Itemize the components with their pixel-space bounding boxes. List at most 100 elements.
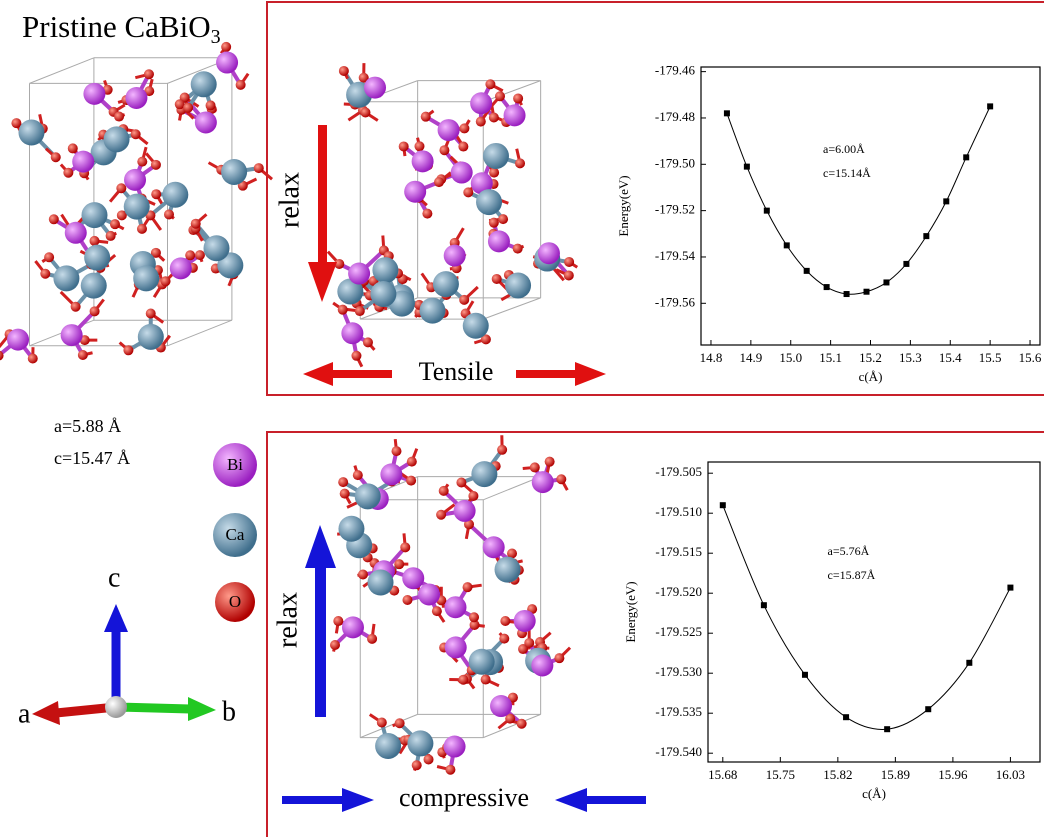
atom-o <box>431 606 442 617</box>
atom-bi <box>348 262 371 285</box>
atom-o <box>468 490 479 501</box>
atom-ca <box>462 312 489 339</box>
curve <box>722 505 1011 730</box>
strain-arrow <box>584 796 646 804</box>
cell-edge <box>483 476 541 501</box>
crystal-structures <box>0 41 579 775</box>
atom-o <box>507 548 518 559</box>
atom-bi <box>531 471 554 494</box>
x-tick-label: 15.5 <box>979 350 1002 365</box>
atom-o <box>544 456 555 467</box>
atom-o <box>414 141 425 152</box>
atom-o <box>398 141 409 152</box>
data-point <box>925 706 932 713</box>
atom-o <box>433 177 444 188</box>
legend-label: O <box>229 592 241 611</box>
atom-o <box>438 485 449 496</box>
atom-o <box>337 304 348 315</box>
data-point <box>823 284 830 291</box>
atom-bi <box>169 257 192 280</box>
atom-o <box>116 210 127 221</box>
atom-ca <box>367 569 394 596</box>
atom-o <box>334 258 345 269</box>
atom-ca <box>419 297 446 324</box>
atom-o <box>411 760 422 771</box>
atom-o <box>70 301 81 312</box>
atom-o <box>109 219 120 230</box>
atom-ca <box>81 202 108 229</box>
atom-o <box>439 145 450 156</box>
atom-o <box>144 86 155 97</box>
atom-ca <box>84 244 111 271</box>
cell-edge <box>483 297 541 320</box>
atom-o <box>556 474 567 485</box>
triad-arrowhead <box>188 697 216 721</box>
atom-bi <box>72 150 95 173</box>
y-tick-label: -179.48 <box>655 109 695 124</box>
atom-o <box>205 100 216 111</box>
atom-o <box>330 639 341 650</box>
atom-o <box>137 156 148 167</box>
annotation: c=15.87Å <box>828 568 876 582</box>
atom-bi <box>513 609 536 632</box>
atom-o <box>524 637 535 648</box>
atom-o <box>402 594 413 605</box>
data-point <box>743 163 750 170</box>
figure-title: Pristine CaBiO3 <box>22 9 221 47</box>
atom-o <box>48 214 59 225</box>
data-point <box>1007 584 1014 591</box>
atom-o <box>469 619 480 630</box>
relax-label: relax <box>272 592 303 648</box>
atom-bi <box>194 111 217 134</box>
x-tick-label: 15.82 <box>823 767 852 782</box>
x-tick-label: 15.96 <box>938 767 968 782</box>
atom-o <box>491 273 502 284</box>
data-point <box>843 714 850 721</box>
atom-o <box>494 91 505 102</box>
atom-ca <box>80 272 107 299</box>
atom-bi <box>490 695 513 718</box>
data-point <box>803 267 810 274</box>
atom-o <box>500 616 511 627</box>
atom-o <box>554 653 565 664</box>
curve <box>726 106 991 295</box>
cell-edge <box>29 57 95 84</box>
triad-label: b <box>222 696 236 727</box>
atom-bi <box>411 150 434 173</box>
data-point <box>763 207 770 214</box>
atom-ca <box>103 126 130 153</box>
annotation: a=6.00Å <box>823 142 865 156</box>
atom-o <box>339 488 350 499</box>
atom-o <box>183 102 194 113</box>
data-point <box>863 288 870 295</box>
atom-bi <box>443 244 466 267</box>
y-axis-title: Energy(eV) <box>616 175 631 236</box>
atom-o <box>436 509 447 520</box>
y-axis-title: Energy(eV) <box>623 581 638 642</box>
y-tick-label: -179.54 <box>655 248 696 263</box>
atom-o <box>143 69 154 80</box>
atom-ca <box>221 158 248 185</box>
cell-edge <box>167 319 233 347</box>
x-tick-label: 15.4 <box>939 350 962 365</box>
x-tick-label: 15.75 <box>766 767 795 782</box>
atom-o <box>352 470 363 481</box>
lattice-c: c=15.47 Å <box>54 448 130 468</box>
atom-o <box>114 111 125 122</box>
data-point <box>843 291 850 298</box>
atom-ca <box>354 483 381 510</box>
atom-bi <box>124 168 147 191</box>
triad-b <box>115 702 191 714</box>
atom-bi <box>470 92 493 115</box>
annotation: a=5.76Å <box>828 544 870 558</box>
atom-ca <box>18 119 45 146</box>
atom-o <box>459 123 470 134</box>
data-point <box>884 726 891 733</box>
atom-o <box>77 349 88 360</box>
atom-o <box>338 477 349 488</box>
atom-o <box>463 187 474 198</box>
data-point <box>760 602 767 609</box>
legend-swatch <box>213 443 257 487</box>
atom-ca <box>123 193 150 220</box>
x-tick-label: 14.8 <box>700 350 723 365</box>
